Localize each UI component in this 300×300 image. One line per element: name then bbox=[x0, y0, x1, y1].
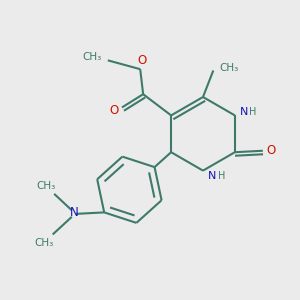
Text: O: O bbox=[137, 54, 146, 67]
Text: CH₃: CH₃ bbox=[36, 182, 56, 191]
Text: N: N bbox=[70, 206, 78, 220]
Text: N: N bbox=[239, 107, 248, 118]
Text: O: O bbox=[109, 104, 118, 117]
Text: O: O bbox=[266, 144, 276, 157]
Text: H: H bbox=[249, 107, 257, 118]
Text: H: H bbox=[218, 171, 225, 181]
Text: CH₃: CH₃ bbox=[35, 238, 54, 248]
Text: CH₃: CH₃ bbox=[220, 63, 239, 73]
Text: CH₃: CH₃ bbox=[82, 52, 101, 62]
Text: N: N bbox=[208, 171, 216, 181]
